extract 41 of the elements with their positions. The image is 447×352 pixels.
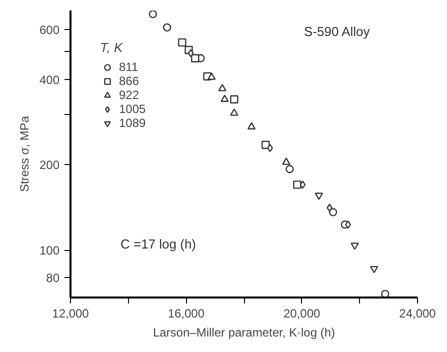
point: [218, 84, 226, 92]
point: [191, 54, 200, 62]
point: [208, 72, 216, 80]
point: [326, 204, 333, 212]
point: [220, 94, 229, 102]
point: [247, 122, 256, 130]
y-tick-label: 100: [39, 244, 60, 258]
annotation: C =17 log (h): [120, 236, 196, 252]
legend-label: 1005: [119, 102, 146, 116]
legend-label: 922: [119, 88, 140, 102]
point: [370, 266, 378, 274]
legend-label: 1089: [119, 116, 146, 130]
point: [350, 242, 359, 250]
point: [293, 180, 302, 189]
x-axis-title: Larson–Miller parameter, K·log (h): [152, 326, 336, 340]
y-axis-title: Stress σ, MPa: [17, 116, 32, 192]
x-tick-label: 16,000: [168, 306, 205, 320]
point: [230, 95, 238, 104]
y-tick-label: 400: [39, 72, 60, 87]
x-tick-label: 24,000: [399, 306, 436, 320]
y-tick-label: 200: [39, 158, 60, 172]
y-tick-label: 80: [46, 270, 60, 285]
point: [178, 38, 186, 47]
y-tick-label: 600: [39, 22, 60, 37]
point: [282, 158, 290, 165]
point: [314, 192, 323, 200]
legend-title: T, K: [100, 40, 124, 55]
point: [345, 220, 352, 229]
x-tick-label: 12,000: [52, 306, 90, 320]
x-tick-label: 20,000: [283, 306, 321, 320]
point: [162, 23, 172, 32]
point: [188, 49, 194, 58]
point: [381, 290, 390, 298]
point: [328, 208, 338, 216]
legend-label: 811: [119, 60, 139, 74]
annotation: S-590 Alloy: [304, 24, 370, 40]
point: [286, 165, 294, 174]
legend-label: 866: [119, 74, 140, 88]
point: [230, 108, 238, 116]
point: [148, 10, 158, 18]
point: [300, 180, 306, 189]
